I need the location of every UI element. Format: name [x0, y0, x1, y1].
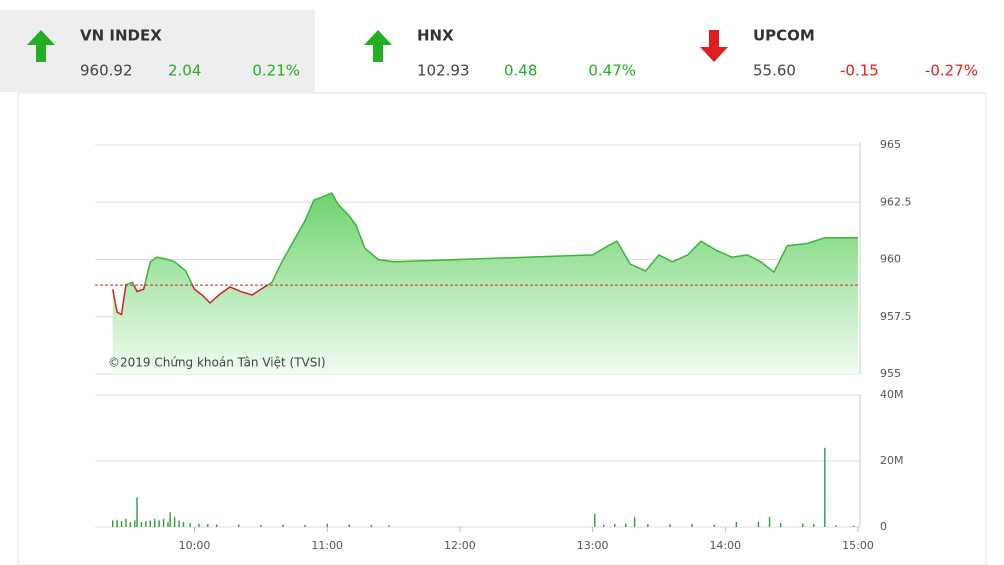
volume-bar	[669, 524, 671, 527]
volume-bar	[154, 518, 156, 527]
volume-bar	[802, 523, 804, 527]
x-tick-label: 11:00	[311, 539, 343, 552]
volume-bar	[140, 522, 143, 527]
volume-bar	[370, 525, 373, 527]
volume-bar	[835, 525, 837, 527]
price-line	[125, 192, 858, 286]
volume-bar	[145, 521, 147, 527]
y-tick-label: 0	[880, 520, 887, 533]
index-change: 2.04	[168, 62, 201, 80]
volume-bar	[125, 518, 127, 527]
volume-bar	[198, 523, 200, 527]
x-tick-label: 15:00	[842, 539, 874, 552]
volume-bar	[134, 520, 136, 527]
index-value: 960.92	[80, 62, 133, 80]
index-change: 0.48	[504, 62, 537, 80]
volume-bar	[282, 524, 284, 527]
volume-bar	[735, 522, 738, 527]
volume-bar	[207, 524, 209, 527]
arrow	[27, 30, 55, 62]
y-tick-label: 960	[880, 253, 901, 266]
index-value: 102.93	[417, 62, 470, 80]
chart-panel	[17, 92, 987, 565]
volume-bar	[129, 522, 132, 527]
index-percent: -0.27%	[925, 62, 978, 80]
volume-bar	[182, 522, 185, 527]
volume-bar	[326, 523, 328, 527]
index-name: HNX	[417, 27, 454, 45]
volume-bar	[779, 523, 782, 527]
index-tab[interactable]: UPCOM 55.60 -0.15 -0.27%	[700, 27, 978, 80]
volume-bar	[120, 521, 123, 527]
y-tick-label: 965	[880, 138, 901, 151]
y-tick-label: 20M	[880, 454, 904, 467]
volume-bar	[158, 520, 160, 527]
volume-bar	[162, 518, 165, 527]
x-tick-label: 10:00	[179, 539, 211, 552]
volume-bar	[713, 524, 715, 527]
volume-bar	[813, 524, 815, 527]
index-name: VN INDEX	[80, 27, 162, 45]
volume-bar	[304, 525, 306, 527]
volume-bar	[149, 520, 151, 527]
y-tick-label: 962.5	[880, 195, 912, 208]
volume-bar	[348, 524, 351, 527]
watermark: ©2019 Chứng khoán Tân Việt (TVSI)	[108, 356, 326, 370]
volume-bar	[260, 525, 262, 527]
volume-bar	[757, 521, 760, 527]
volume-bar	[625, 523, 627, 527]
volume-bar	[215, 524, 218, 527]
x-tick-label: 14:00	[709, 539, 741, 552]
volume-bar	[169, 512, 171, 527]
index-name: UPCOM	[753, 27, 815, 45]
x-tick-label: 13:00	[577, 539, 609, 552]
volume-bar	[173, 517, 176, 527]
index-percent: 0.21%	[252, 62, 300, 80]
index-tab[interactable]: VN INDEX 960.92 2.04 0.21%	[27, 27, 300, 80]
arrow	[364, 30, 392, 62]
volume-bar	[167, 522, 169, 527]
y-tick-label: 40M	[880, 388, 904, 401]
selected-tab	[0, 10, 315, 92]
x-tick-label: 12:00	[444, 539, 476, 552]
volume-bar	[633, 517, 636, 527]
volume-bar	[388, 525, 390, 527]
volume-bar	[614, 524, 616, 527]
volume-bar	[594, 513, 596, 527]
volume-bar	[852, 525, 855, 527]
price-area	[112, 193, 859, 374]
volume-bar	[189, 523, 191, 527]
index-change: -0.15	[840, 62, 879, 80]
volume-bar	[824, 447, 826, 527]
volume-bar	[116, 519, 118, 527]
y-tick-label: 955	[880, 367, 901, 380]
volume-bar	[768, 517, 771, 527]
volume-bar	[111, 520, 114, 527]
index-tab[interactable]: HNX 102.93 0.48 0.47%	[364, 27, 636, 80]
y-tick-label: 957.5	[880, 310, 912, 323]
volume-bar	[178, 520, 180, 527]
volume-bar	[691, 524, 693, 527]
volume-bar	[602, 524, 605, 527]
volume-bar	[238, 524, 240, 527]
arrow	[700, 30, 728, 62]
index-value: 55.60	[753, 62, 796, 80]
index-percent: 0.47%	[588, 62, 636, 80]
volume-bar	[136, 497, 138, 527]
volume-bar	[647, 524, 649, 527]
